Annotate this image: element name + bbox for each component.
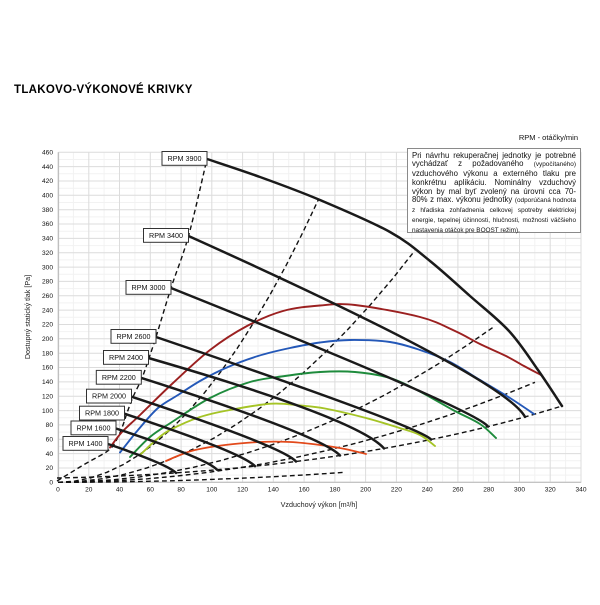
- svg-text:140: 140: [268, 487, 279, 494]
- svg-text:RPM 1800: RPM 1800: [85, 409, 119, 418]
- svg-text:120: 120: [42, 393, 53, 400]
- svg-text:160: 160: [42, 365, 53, 372]
- svg-text:180: 180: [329, 487, 340, 494]
- svg-text:320: 320: [42, 250, 53, 257]
- svg-text:280: 280: [483, 487, 494, 494]
- svg-text:RPM 1600: RPM 1600: [77, 423, 111, 432]
- svg-text:260: 260: [42, 293, 53, 300]
- svg-text:440: 440: [42, 164, 53, 171]
- svg-text:320: 320: [545, 487, 556, 494]
- svg-text:20: 20: [85, 487, 93, 494]
- svg-text:40: 40: [116, 487, 124, 494]
- svg-text:Dostupný statický tlak [Pa]: Dostupný statický tlak [Pa]: [23, 275, 32, 359]
- svg-text:340: 340: [575, 487, 586, 494]
- svg-text:300: 300: [42, 264, 53, 271]
- svg-text:RPM 1400: RPM 1400: [69, 439, 103, 448]
- svg-text:RPM 3000: RPM 3000: [132, 283, 166, 292]
- svg-text:RPM 2000: RPM 2000: [92, 392, 126, 401]
- svg-text:RPM 3400: RPM 3400: [149, 231, 183, 240]
- svg-text:80: 80: [177, 487, 185, 494]
- svg-text:0: 0: [49, 480, 53, 487]
- svg-text:400: 400: [42, 193, 53, 200]
- svg-text:120: 120: [237, 487, 248, 494]
- svg-text:RPM 2600: RPM 2600: [117, 332, 151, 341]
- svg-text:60: 60: [147, 487, 155, 494]
- svg-text:340: 340: [42, 236, 53, 243]
- svg-text:200: 200: [360, 487, 371, 494]
- svg-text:20: 20: [46, 465, 54, 472]
- svg-text:260: 260: [452, 487, 463, 494]
- svg-text:420: 420: [42, 178, 53, 185]
- svg-text:RPM 3900: RPM 3900: [168, 154, 202, 163]
- svg-text:RPM 2200: RPM 2200: [102, 373, 136, 382]
- svg-text:60: 60: [46, 437, 54, 444]
- svg-text:240: 240: [422, 487, 433, 494]
- svg-text:100: 100: [206, 487, 217, 494]
- svg-text:200: 200: [42, 336, 53, 343]
- svg-text:220: 220: [391, 487, 402, 494]
- svg-text:100: 100: [42, 408, 53, 415]
- svg-text:180: 180: [42, 350, 53, 357]
- svg-text:300: 300: [514, 487, 525, 494]
- svg-text:220: 220: [42, 322, 53, 329]
- svg-text:Vzduchový výkon [m3/h]: Vzduchový výkon [m3/h]: [281, 500, 358, 509]
- svg-text:160: 160: [299, 487, 310, 494]
- svg-text:140: 140: [42, 379, 53, 386]
- svg-text:380: 380: [42, 207, 53, 214]
- svg-text:RPM 2400: RPM 2400: [109, 353, 143, 362]
- svg-text:80: 80: [46, 422, 54, 429]
- svg-text:0: 0: [56, 487, 60, 494]
- svg-text:280: 280: [42, 279, 53, 286]
- svg-text:360: 360: [42, 221, 53, 228]
- svg-text:240: 240: [42, 307, 53, 314]
- svg-text:460: 460: [42, 150, 53, 157]
- svg-text:40: 40: [46, 451, 54, 458]
- svg-text:RPM - otáčky/min: RPM - otáčky/min: [519, 133, 578, 142]
